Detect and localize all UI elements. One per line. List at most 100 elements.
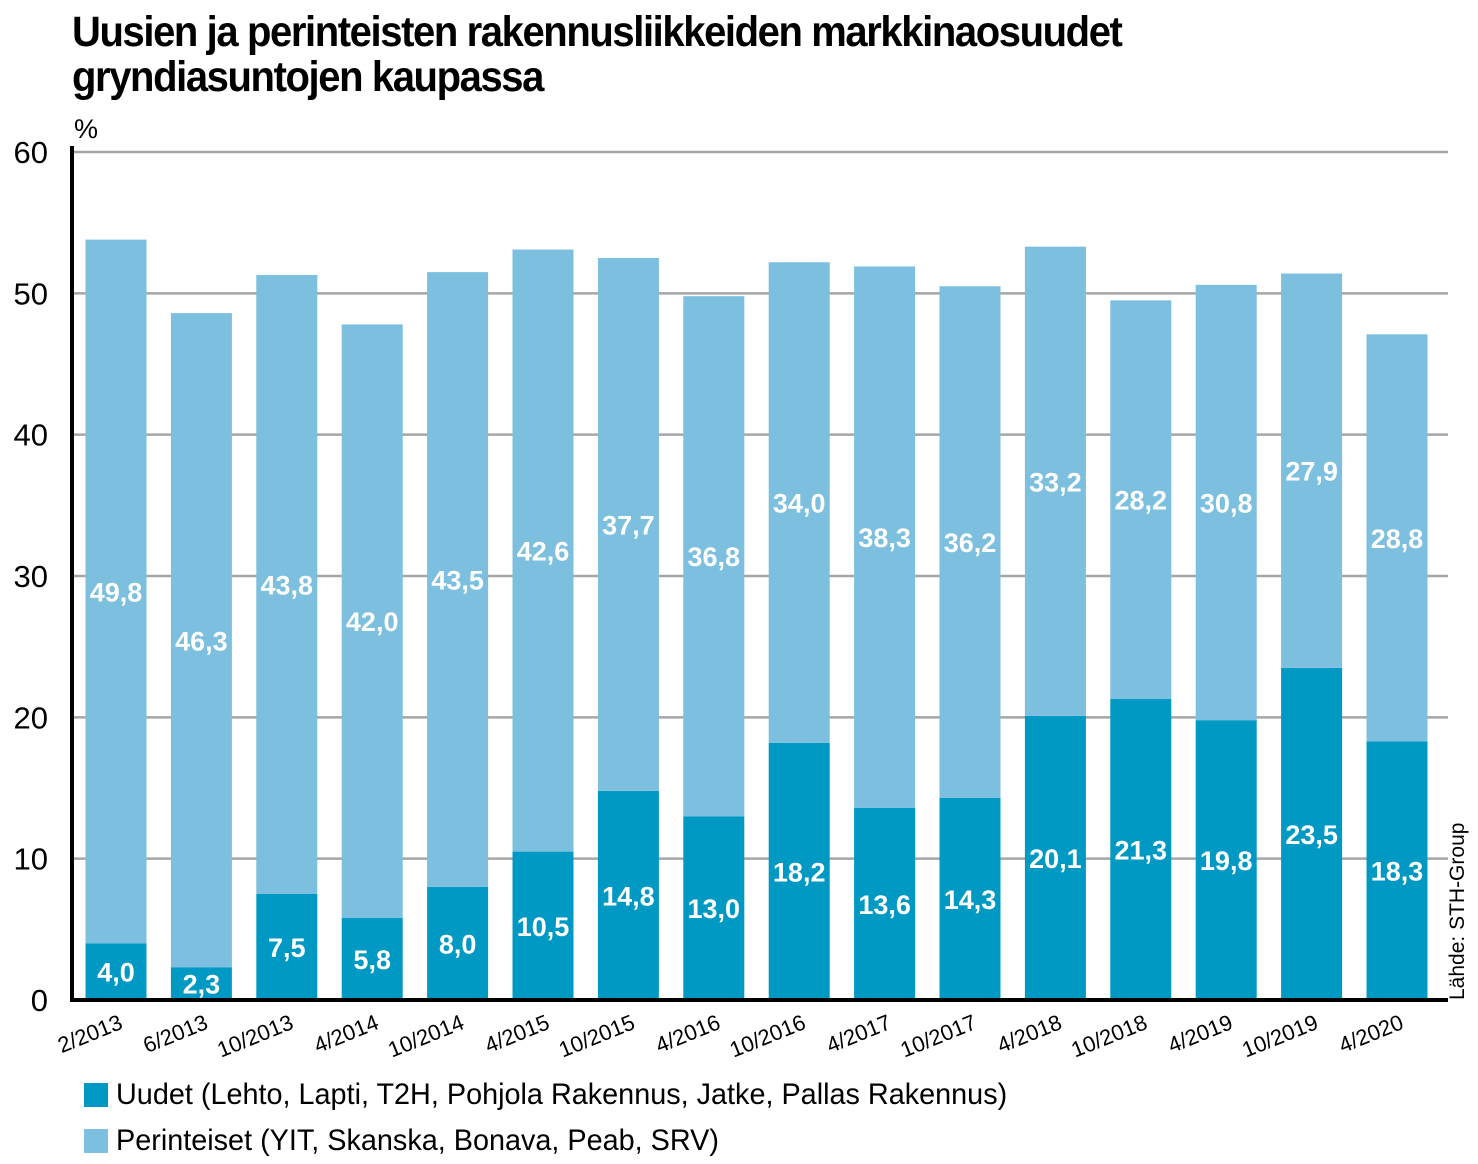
- bar-perinteiset-10-2014: [427, 272, 489, 887]
- bar-perinteiset-4-2018: [1024, 246, 1086, 716]
- bar-perinteiset-6-2013: [170, 313, 232, 968]
- legend: Uudet (Lehto, Lapti, T2H, Pohjola Rakenn…: [84, 1072, 1044, 1164]
- bar-perinteiset-2-2013: [85, 239, 147, 944]
- x-tick-label: 2/2013: [54, 1009, 126, 1057]
- x-tick-label: 4/2018: [994, 1009, 1066, 1057]
- legend-label-perinteiset: Perinteiset (YIT, Skanska, Bonava, Peab,…: [116, 1124, 719, 1157]
- bar-perinteiset-10-2018: [1110, 300, 1172, 699]
- bar-uudet-4-2014: [341, 918, 403, 1000]
- data-label: 30,8: [1200, 489, 1253, 519]
- data-label: 14,3: [944, 885, 997, 915]
- data-label: 4,0: [97, 958, 135, 988]
- data-label: 43,8: [261, 570, 314, 600]
- chart-title-line-2: gryndiasuntojen kaupassa: [72, 53, 544, 101]
- data-label: 42,6: [517, 537, 570, 567]
- data-label: 37,7: [602, 510, 655, 540]
- legend-item-uudet: Uudet (Lehto, Lapti, T2H, Pohjola Rakenn…: [84, 1072, 1044, 1118]
- y-tick-label: 60: [14, 135, 48, 170]
- legend-swatch-perinteiset: [84, 1129, 108, 1153]
- data-label: 20,1: [1029, 844, 1082, 874]
- data-label: 18,3: [1371, 857, 1424, 887]
- source-note: Lähde: STH-Group: [1446, 822, 1469, 1000]
- bar-perinteiset-10-2013: [256, 274, 318, 895]
- data-label: 8,0: [439, 929, 477, 959]
- data-label: 5,8: [353, 945, 391, 975]
- data-label: 7,5: [268, 933, 306, 963]
- bar-perinteiset-10-2017: [939, 286, 1001, 798]
- data-label: 10,5: [517, 912, 570, 942]
- data-label: 33,2: [1029, 467, 1082, 497]
- data-label: 21,3: [1115, 835, 1168, 865]
- data-label: 36,2: [944, 528, 997, 558]
- bar-perinteiset-4-2017: [854, 266, 916, 808]
- data-label: 13,0: [688, 894, 741, 924]
- bar-perinteiset-4-2015: [512, 249, 574, 852]
- legend-swatch-uudet: [84, 1083, 108, 1107]
- chart-title-line-1: Uusien ja perinteisten rakennusliikkeide…: [72, 8, 1123, 56]
- x-tick-label: 4/2016: [652, 1009, 724, 1057]
- data-label: 28,8: [1371, 524, 1424, 554]
- x-tick-label: 10/2018: [1068, 1009, 1151, 1062]
- data-label: 36,8: [688, 542, 741, 572]
- bar-uudet-4-2016: [683, 816, 745, 1000]
- x-tick-label: 10/2017: [897, 1009, 980, 1062]
- data-label: 2,3: [183, 970, 221, 1000]
- bar-uudet-10-2019: [1281, 667, 1343, 1000]
- data-label: 13,6: [858, 890, 911, 920]
- bar-perinteiset-4-2016: [683, 296, 745, 817]
- data-label: 42,0: [346, 607, 399, 637]
- bar-uudet-10-2017: [939, 797, 1001, 1000]
- bar-perinteiset-4-2014: [341, 324, 403, 919]
- x-tick-label: 10/2016: [726, 1009, 809, 1062]
- y-tick-label: 10: [14, 842, 48, 877]
- bar-perinteiset-10-2015: [597, 258, 659, 791]
- bar-perinteiset-4-2020: [1366, 334, 1428, 742]
- bar-uudet-4-2019: [1195, 720, 1257, 1000]
- data-label: 38,3: [858, 523, 911, 553]
- y-tick-label: 0: [31, 983, 48, 1018]
- data-label: 49,8: [90, 578, 143, 608]
- x-tick-label: 4/2019: [1164, 1009, 1236, 1057]
- data-label: 46,3: [175, 626, 228, 656]
- data-label: 28,2: [1115, 486, 1168, 516]
- bar-uudet-4-2018: [1024, 715, 1086, 1000]
- chart-title: Uusien ja perinteisten rakennusliikkeide…: [72, 8, 1123, 101]
- bar-perinteiset-10-2019: [1281, 273, 1343, 668]
- data-label: 27,9: [1285, 457, 1338, 487]
- bar-uudet-10-2015: [597, 790, 659, 1000]
- bar-uudet-2-2013: [85, 943, 147, 1000]
- y-tick-label: 40: [14, 418, 48, 453]
- bar-uudet-10-2016: [768, 742, 830, 1000]
- data-label: 18,2: [773, 857, 826, 887]
- x-tick-label: 4/2020: [1335, 1009, 1407, 1057]
- y-tick-label: 50: [14, 276, 48, 311]
- x-tick-label: 6/2013: [140, 1009, 212, 1057]
- x-tick-label: 10/2019: [1238, 1009, 1321, 1062]
- data-label: 19,8: [1200, 846, 1253, 876]
- data-label: 34,0: [773, 489, 826, 519]
- bar-uudet-4-2017: [854, 807, 916, 1000]
- data-label: 23,5: [1285, 820, 1338, 850]
- x-tick-label: 4/2014: [310, 1009, 382, 1057]
- bar-uudet-10-2018: [1110, 698, 1172, 1000]
- y-axis-label: %: [74, 114, 98, 144]
- legend-item-perinteiset: Perinteiset (YIT, Skanska, Bonava, Peab,…: [84, 1118, 1044, 1164]
- bar-uudet-6-2013: [170, 967, 232, 1000]
- x-tick-label: 10/2014: [384, 1009, 467, 1062]
- bar-uudet-10-2014: [427, 886, 489, 1000]
- bar-perinteiset-4-2019: [1195, 284, 1257, 721]
- bar-uudet-10-2013: [256, 894, 318, 1000]
- bar-uudet-4-2020: [1366, 741, 1428, 1000]
- x-tick-label: 4/2017: [823, 1009, 895, 1057]
- x-tick-label: 4/2015: [481, 1009, 553, 1057]
- x-tick-label: 10/2013: [214, 1009, 297, 1062]
- y-tick-label: 20: [14, 700, 48, 735]
- legend-label-uudet: Uudet (Lehto, Lapti, T2H, Pohjola Rakenn…: [116, 1078, 1008, 1111]
- data-label: 14,8: [602, 881, 655, 911]
- bar-perinteiset-10-2016: [768, 262, 830, 743]
- x-tick-label: 10/2015: [555, 1009, 638, 1062]
- y-tick-label: 30: [14, 559, 48, 594]
- bar-uudet-4-2015: [512, 851, 574, 1000]
- data-label: 43,5: [431, 566, 484, 596]
